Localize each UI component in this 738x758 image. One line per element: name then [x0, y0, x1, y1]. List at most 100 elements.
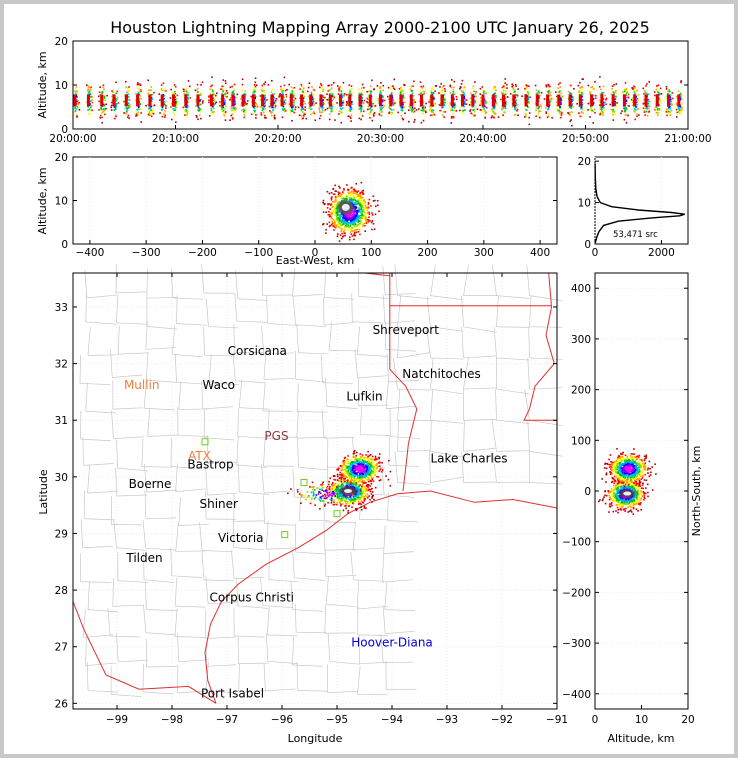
altitude-time-source: [366, 90, 368, 93]
altitude-time-source: [547, 107, 550, 110]
altitude-time-source: [381, 110, 383, 113]
altitude-time-source: [412, 108, 414, 110]
altitude-time-source: [87, 88, 89, 91]
altitude-time-source: [324, 108, 327, 111]
east-west-source: [341, 219, 344, 221]
altitude-time-source: [222, 112, 225, 115]
map-source: [354, 492, 357, 495]
altitude-time-core: [172, 94, 175, 107]
altitude-time-source: [278, 95, 281, 98]
county-line: [174, 636, 206, 638]
altitude-time-source: [234, 111, 236, 113]
east-west-source: [364, 230, 366, 232]
altitude-time-source: [377, 98, 380, 100]
altitude-time-source: [293, 87, 296, 89]
altitude-time-source: [514, 90, 516, 93]
altitude-time-source: [339, 85, 342, 88]
county-line: [178, 659, 210, 663]
county-line: [205, 466, 208, 496]
altitude-time-source: [209, 88, 212, 90]
altitude-time-source: [350, 117, 352, 119]
altitude-time-source: [253, 109, 255, 112]
parish-line: [463, 419, 497, 421]
altitude-time-source: [283, 99, 286, 102]
parish-line: [528, 326, 530, 358]
altitude-time-source: [350, 120, 352, 122]
east-west-source: [332, 193, 335, 196]
altitude-time-source: [379, 114, 381, 116]
parish-line: [397, 482, 431, 485]
altitude-time-source: [310, 108, 313, 111]
altitude-time-source: [470, 105, 472, 107]
altitude-time-source: [160, 84, 163, 86]
altitude-time-source: [480, 97, 482, 99]
east-west-source: [322, 201, 324, 204]
altitude-time-source: [381, 104, 384, 107]
altitude-time-source: [283, 108, 286, 110]
east-west-source: [355, 212, 358, 214]
altitude-time-source: [535, 107, 538, 109]
east-west-source: [374, 213, 377, 216]
altitude-time-source: [603, 109, 606, 112]
map-source: [328, 483, 330, 486]
altitude-time-source: [140, 112, 142, 114]
east-west-source: [365, 216, 367, 218]
east-west-source: [351, 199, 354, 201]
parish-line: [430, 326, 464, 332]
altitude-time-source: [548, 102, 551, 104]
altitude-time-source: [235, 96, 237, 99]
county-line: [112, 578, 114, 607]
county-line: [115, 291, 147, 294]
altitude-time-source: [468, 104, 471, 106]
altitude-time-source: [211, 76, 213, 78]
altitude-time-source: [98, 109, 100, 111]
altitude-time-source: [196, 87, 199, 90]
altitude-time-source: [340, 90, 343, 92]
county-line: [208, 601, 239, 605]
altitude-time-source: [547, 108, 550, 111]
altitude-time-source: [360, 94, 363, 96]
altitude-time-source: [283, 110, 286, 113]
altitude-time-source: [560, 92, 562, 95]
altitude-time-source: [626, 90, 628, 92]
altitude-time-source: [321, 109, 324, 111]
east-west-source: [363, 215, 365, 217]
east-west-source: [365, 221, 368, 223]
map-source: [328, 487, 331, 490]
altitude-time-source: [420, 85, 422, 88]
altitude-time-source: [526, 86, 528, 88]
altitude-time-source: [123, 112, 125, 114]
altitude-time-source: [367, 97, 370, 99]
east-west-source: [371, 214, 374, 216]
altitude-time-source: [589, 92, 591, 95]
altitude-time-source: [149, 89, 152, 92]
county-line: [79, 355, 81, 384]
altitude-time-source: [360, 87, 363, 89]
county-line: [146, 489, 178, 493]
altitude-time-core: [568, 94, 572, 107]
east-west-source: [372, 200, 375, 202]
east-west-source: [331, 196, 333, 198]
county-line: [205, 636, 236, 639]
east-west-source: [330, 199, 333, 201]
altitude-time-source: [76, 116, 78, 118]
county-line: [84, 518, 115, 521]
altitude-time-source: [202, 100, 204, 102]
altitude-time-source: [137, 82, 139, 84]
altitude-time-core: [667, 94, 670, 107]
altitude-time-source: [505, 90, 507, 92]
altitude-time-source: [484, 112, 487, 115]
parish-line: [461, 326, 464, 358]
altitude-time-source: [150, 86, 153, 88]
altitude-time-source: [285, 93, 287, 96]
map-source: [355, 509, 358, 512]
east-west-source: [352, 223, 354, 226]
altitude-time-source: [223, 114, 226, 117]
altitude-time-source: [224, 119, 227, 121]
altitude-time-source: [183, 109, 186, 111]
map-source: [352, 480, 355, 482]
altitude-time-source: [633, 87, 635, 89]
altitude-time-source: [185, 113, 188, 116]
altitude-time-source: [77, 106, 79, 109]
